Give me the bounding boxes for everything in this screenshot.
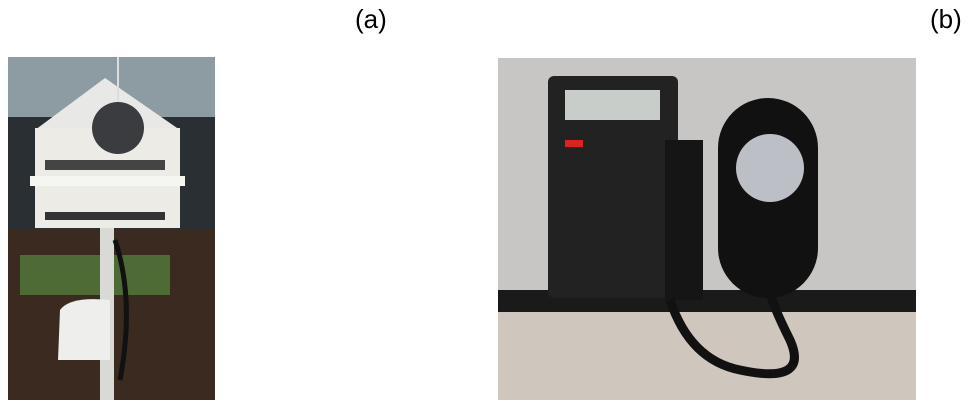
photos <box>0 0 977 404</box>
photo-a <box>8 57 215 400</box>
photo-b <box>498 58 916 400</box>
figure: (a) (b) (() => { const data = JSON.parse… <box>0 0 977 404</box>
